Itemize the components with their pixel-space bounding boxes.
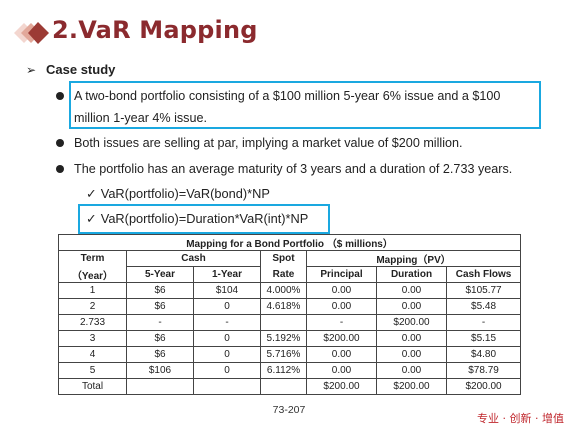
cell-spot-rate: 4.618% [260,298,307,315]
cell-term: Total [58,378,127,395]
cell-term: 5 [58,362,127,379]
cell-term: 1 [58,282,127,299]
header-term: Term [58,250,127,267]
arrow-bullet-icon: ➢ [26,63,37,77]
cell-duration: $200.00 [376,314,447,331]
cell-principal: 0.00 [306,298,377,315]
cell-5-year: $6 [126,282,194,299]
cell-term: 3 [58,330,127,347]
header-principal: Principal [306,266,377,283]
header-cash: Cash [126,250,261,267]
header-term-unit: （Year） [58,266,127,283]
cell-spot-rate: 5.192% [260,330,307,347]
table-row-total: Total $200.00 $200.00 $200.00 [58,378,522,395]
cell-term: 4 [58,346,127,363]
checkmark-icon: ✓ [86,211,97,226]
cell-1-year: 0 [193,298,261,315]
cell-5-year: $6 [126,346,194,363]
cell-duration: $200.00 [376,378,447,395]
cell-cash-flows: $4.80 [445,346,522,363]
bond-mapping-table: Mapping for a Bond Portfolio （$ millions… [57,234,522,395]
bullet-text: Both issues are selling at par, implying… [74,136,463,150]
cell-spot-rate: 5.716% [260,346,307,363]
cell-spot-rate [260,378,307,395]
cell-1-year: 0 [193,362,261,379]
table-row: 4 $6 0 5.716% 0.00 0.00 $4.80 [58,346,522,363]
cell-principal: $200.00 [306,378,377,395]
logo-diamonds-icon [14,22,49,44]
table-row: 2.733 - - - $200.00 - [58,314,522,331]
cell-5-year: $6 [126,298,194,315]
cell-spot-rate: 4.000% [260,282,307,299]
cell-5-year: $106 [126,362,194,379]
cell-term: 2.733 [58,314,127,331]
check-item: ✓ VaR(portfolio)=VaR(bond)*NP [86,186,270,202]
check-item: ✓ VaR(portfolio)=Duration*VaR(int)*NP [86,211,308,227]
bullet-dot-icon [56,139,64,147]
header-rate: Rate [260,266,307,283]
cell-principal: 0.00 [306,282,377,299]
cell-spot-rate: 6.112% [260,362,307,379]
check-text: VaR(portfolio)=VaR(bond)*NP [100,186,270,201]
cell-principal: 0.00 [306,362,377,379]
highlight-box-check [78,204,330,234]
cell-cash-flows: $5.48 [445,298,522,315]
cell-5-year: $6 [126,330,194,347]
cell-cash-flows: $105.77 [445,282,522,299]
cell-duration: 0.00 [376,330,447,347]
cell-cash-flows: $200.00 [445,378,522,395]
header-spot: Spot [260,250,307,267]
table-row: 5 $106 0 6.112% 0.00 0.00 $78.79 [58,362,522,379]
bullet-dot-icon [56,165,64,173]
cell-spot-rate [260,314,307,331]
table-row: 1 $6 $104 4.000% 0.00 0.00 $105.77 [58,282,522,299]
case-study-heading: ➢ Case study [26,62,115,77]
cell-principal: $200.00 [306,330,377,347]
checkmark-icon: ✓ [86,186,97,201]
cell-5-year: - [126,314,194,331]
cell-1-year: 0 [193,330,261,347]
bullet-dot-icon [56,92,64,100]
case-study-label: Case study [46,62,116,77]
cell-cash-flows: - [445,314,522,331]
highlight-box-bullet [69,81,541,129]
cell-5-year [126,378,194,395]
cell-principal: 0.00 [306,346,377,363]
cell-duration: 0.00 [376,282,447,299]
bullet-text: A two-bond portfolio consisting of a $10… [74,89,501,103]
table-caption: Mapping for a Bond Portfolio （$ millions… [57,234,522,251]
header-duration: Duration [376,266,447,283]
slide-title: 2.VaR Mapping [52,16,258,44]
cell-duration: 0.00 [376,346,447,363]
header-cash-flows: Cash Flows [445,266,522,283]
page-number: 73-207 [272,404,306,416]
header-5-year: 5-Year [126,266,194,283]
cell-principal: - [306,314,377,331]
footer-slogan: 专业 · 创新 · 增值 [477,412,564,425]
cell-1-year: - [193,314,261,331]
cell-1-year: $104 [193,282,261,299]
bullet-text: million 1-year 4% issue. [74,111,207,125]
header-1-year: 1-Year [193,266,261,283]
cell-1-year: 0 [193,346,261,363]
bullet-text: The portfolio has an average maturity of… [74,162,513,176]
check-text: VaR(portfolio)=Duration*VaR(int)*NP [100,211,309,226]
cell-term: 2 [58,298,127,315]
table-row: 3 $6 0 5.192% $200.00 0.00 $5.15 [58,330,522,347]
cell-cash-flows: $5.15 [445,330,522,347]
table-row: 2 $6 0 4.618% 0.00 0.00 $5.48 [58,298,522,315]
cell-cash-flows: $78.79 [445,362,522,379]
cell-1-year [193,378,261,395]
header-mapping: Mapping（PV） [305,250,522,267]
cell-duration: 0.00 [376,298,447,315]
cell-duration: 0.00 [376,362,447,379]
